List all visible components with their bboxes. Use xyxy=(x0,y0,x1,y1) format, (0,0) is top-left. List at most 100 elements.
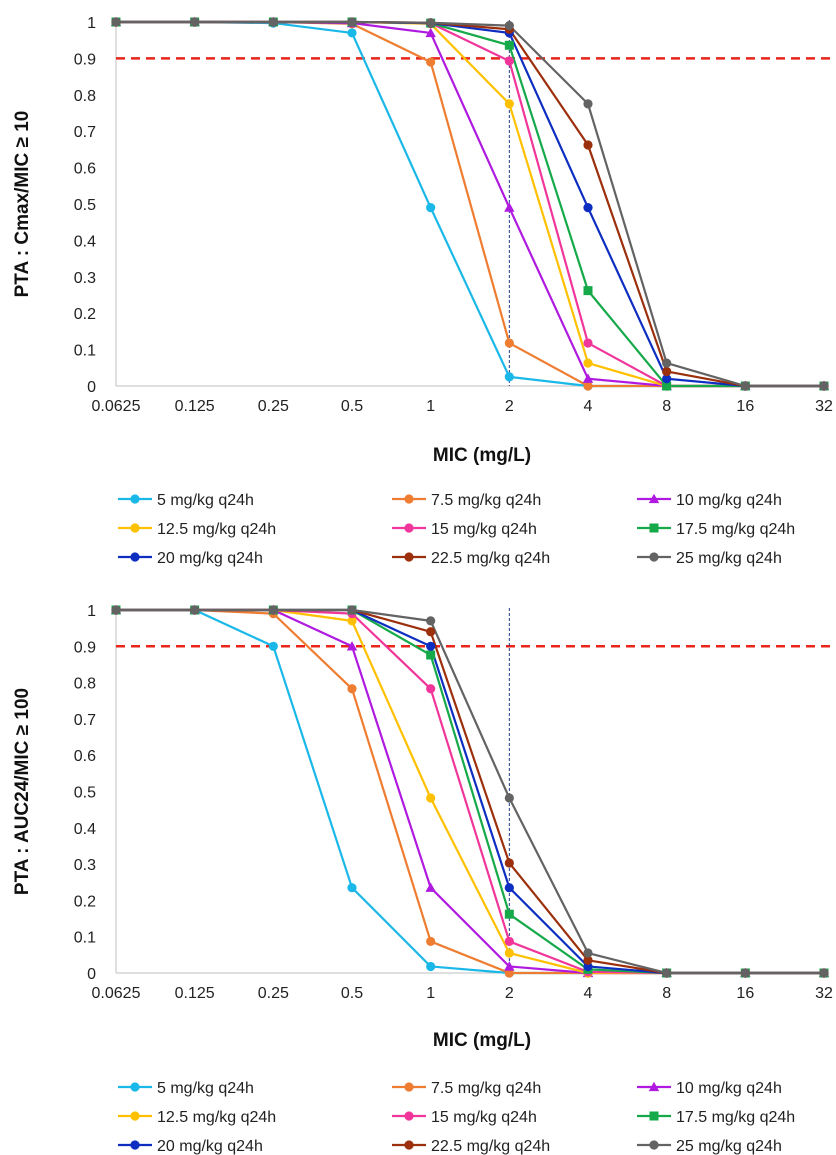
x-tick-label: 8 xyxy=(662,398,671,415)
data-point xyxy=(583,338,593,348)
series-line xyxy=(116,608,824,975)
data-point xyxy=(504,909,514,919)
legend-swatch-marker xyxy=(404,1082,414,1092)
data-point xyxy=(504,56,514,66)
data-point xyxy=(583,140,593,150)
legend-label: 25 mg/kg q24h xyxy=(676,1138,782,1155)
legend-swatch-marker xyxy=(130,1082,140,1092)
data-point xyxy=(347,883,357,893)
x-tick-label: 2 xyxy=(505,985,514,1002)
y-tick-label: 1 xyxy=(87,15,96,32)
legend-item: 12.5 mg/kg q24h xyxy=(118,1109,276,1126)
data-point xyxy=(347,28,357,38)
y-axis-title: PTA : Cmax/MIC ≥ 10 xyxy=(12,111,33,298)
legend: 5 mg/kg q24h 7.5 mg/kg q24h 10 mg/kg q24h 1… xyxy=(118,1080,795,1155)
x-tick-label: 0.0625 xyxy=(92,398,141,415)
data-point xyxy=(819,381,829,391)
legend-swatch-marker xyxy=(404,523,414,533)
data-point xyxy=(347,605,357,615)
data-point xyxy=(662,381,672,391)
y-tick-label: 0.9 xyxy=(74,639,96,656)
x-tick-label: 16 xyxy=(736,985,754,1002)
legend-label: 22.5 mg/kg q24h xyxy=(431,550,550,567)
data-point xyxy=(504,99,514,109)
legend-item: 15 mg/kg q24h xyxy=(392,521,537,538)
legend-swatch-marker xyxy=(649,1111,659,1121)
y-tick-label: 0.4 xyxy=(74,821,96,838)
data-point xyxy=(426,936,436,947)
data-point xyxy=(190,17,200,27)
y-tick-label: 0.8 xyxy=(74,676,96,693)
legend-item: 22.5 mg/kg q24h xyxy=(392,1138,550,1155)
data-point xyxy=(426,57,436,67)
data-point xyxy=(662,366,672,377)
data-point xyxy=(190,605,200,615)
legend-swatch-marker xyxy=(649,1140,659,1150)
series-line xyxy=(116,608,824,975)
data-point xyxy=(819,968,829,978)
legend-label: 7.5 mg/kg q24h xyxy=(431,492,541,509)
y-tick-label: 0.6 xyxy=(74,748,96,765)
legend-label: 12.5 mg/kg q24h xyxy=(157,521,276,538)
legend-item: 20 mg/kg q24h xyxy=(118,550,263,567)
series-line xyxy=(116,608,824,975)
series-line xyxy=(116,608,824,975)
legend-label: 20 mg/kg q24h xyxy=(157,1138,263,1155)
data-point xyxy=(583,286,593,296)
data-point xyxy=(662,358,672,368)
data-point xyxy=(504,793,514,803)
y-tick-label: 0.8 xyxy=(74,88,96,105)
data-point xyxy=(583,203,593,213)
data-point xyxy=(426,616,436,626)
data-point xyxy=(583,99,593,109)
data-point xyxy=(582,373,594,383)
legend-swatch-marker xyxy=(130,494,140,504)
data-point xyxy=(504,968,514,978)
y-tick-label: 0.1 xyxy=(74,343,96,360)
legend-label: 17.5 mg/kg q24h xyxy=(676,521,795,538)
data-point xyxy=(504,40,514,50)
data-point xyxy=(740,968,750,978)
x-tick-label: 1 xyxy=(426,398,435,415)
data-point xyxy=(426,650,436,660)
legend-item: 5 mg/kg q24h xyxy=(118,492,254,509)
legend-swatch-marker xyxy=(648,1081,660,1092)
x-axis-title: MIC (mg/L) xyxy=(433,1030,531,1051)
y-tick-label: 0.5 xyxy=(74,785,96,802)
y-tick-label: 0 xyxy=(87,379,96,396)
data-point xyxy=(504,936,514,947)
data-point xyxy=(583,948,593,958)
x-tick-label: 0.25 xyxy=(258,985,289,1002)
x-tick-label: 16 xyxy=(736,398,754,415)
data-point xyxy=(504,948,514,958)
legend-label: 15 mg/kg q24h xyxy=(431,521,537,538)
data-point xyxy=(583,358,593,368)
x-tick-label: 32 xyxy=(815,985,833,1002)
data-point xyxy=(425,27,436,38)
data-point xyxy=(504,883,514,893)
data-point xyxy=(268,17,278,27)
legend-item: 20 mg/kg q24h xyxy=(118,1138,263,1155)
series-line xyxy=(116,608,824,975)
x-tick-label: 0.125 xyxy=(175,985,215,1002)
series-line xyxy=(116,608,824,975)
y-tick-label: 0.5 xyxy=(74,197,96,214)
y-tick-label: 0.2 xyxy=(74,893,96,910)
x-tick-label: 8 xyxy=(662,985,671,1002)
data-point xyxy=(583,381,593,391)
legend-item: 7.5 mg/kg q24h xyxy=(392,1080,541,1097)
legend-label: 22.5 mg/kg q24h xyxy=(431,1138,550,1155)
legend-label: 5 mg/kg q24h xyxy=(157,1080,254,1097)
y-tick-label: 0.3 xyxy=(74,857,96,874)
x-tick-label: 1 xyxy=(426,985,435,1002)
x-tick-label: 2 xyxy=(505,398,514,415)
y-tick-label: 0.7 xyxy=(74,712,96,729)
legend-swatch-marker xyxy=(649,523,659,533)
y-tick-label: 0.4 xyxy=(74,233,96,250)
legend: 5 mg/kg q24h 7.5 mg/kg q24h 10 mg/kg q24h 1… xyxy=(118,492,795,567)
legend-item: 25 mg/kg q24h xyxy=(637,1138,782,1155)
data-point xyxy=(111,605,121,615)
data-point xyxy=(111,17,121,27)
chart-auc24-mic: 0 0.1 0.2 0.3 0.4 0.5 0.6 0.7 0.8 0.9 1 0.0625 0.125… xyxy=(12,603,836,1155)
legend-item: 5 mg/kg q24h xyxy=(118,1080,254,1097)
